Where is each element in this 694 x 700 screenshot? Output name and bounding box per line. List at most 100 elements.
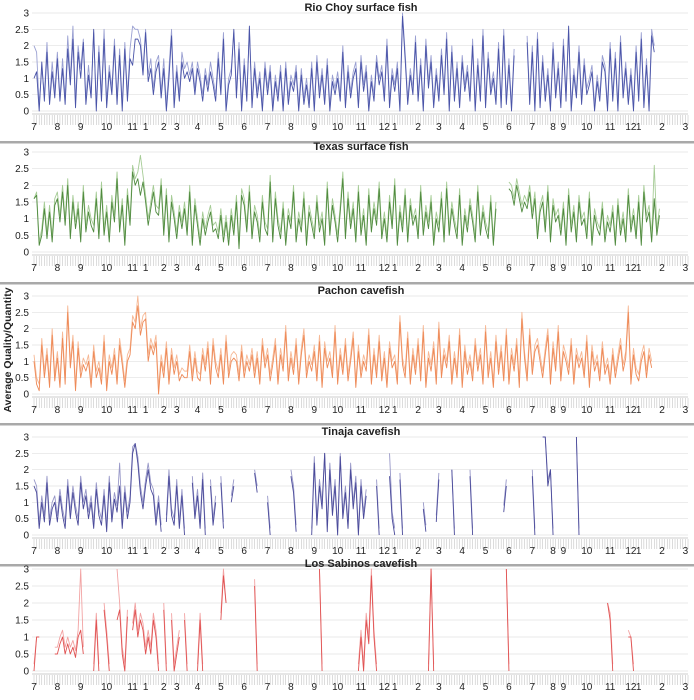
y-tick-label: 0.5 [15,514,29,525]
x-tick-label: 1 [143,682,149,693]
x-tick-label: 7 [265,405,271,416]
x-tick-label: 8 [55,546,61,557]
panel-title: Pachon cavefish [318,285,405,297]
x-tick-label: 10 [101,405,113,416]
x-category-ticks [33,256,689,266]
x-tick-label: 10 [101,122,113,133]
x-category-ticks [33,398,689,408]
x-tick-label: 8 [288,405,294,416]
x-tick-label: 3 [436,405,442,416]
x-tick-label: 6 [241,546,247,557]
x-tick-label: 4 [195,405,201,416]
x-tick-label: 3 [174,122,180,133]
panel-separator [0,141,694,144]
x-tick-label: 9 [312,263,318,274]
x-tick-label: 2 [161,682,167,693]
x-tick-label: 11 [127,122,138,133]
x-tick-label: 1 [636,263,642,274]
y-tick-label: 1.5 [15,616,29,627]
x-tick-label: 2 [161,405,167,416]
x-tick-label: 12 [379,682,391,693]
x-tick-label: 9 [312,122,318,133]
panel-separator [0,564,694,567]
x-tick-label: 12 [625,122,637,133]
x-tick-label: 3 [174,263,180,274]
x-tick-label: 6 [241,682,247,693]
x-tick-label: 7 [530,122,536,133]
panel-1: 00.511.522.537 8 9 10 11 1 2 3 4 5 6 7 8 9 10 11 12 1 2 3 4 5… [15,2,689,133]
x-tick-label: 1 [143,122,149,133]
x-tick-label: 1 [143,405,149,416]
panel-title: Tinaja cavefish [322,426,401,438]
panel-separator [0,423,694,426]
x-tick-label: 9 [561,263,567,274]
x-tick-label: 3 [174,546,180,557]
x-tick-label: 12 [625,405,637,416]
x-category-ticks [33,539,689,549]
x-tick-label: 2 [659,682,665,693]
x-tick-label: 2 [161,263,167,274]
x-tick-label: 1 [636,405,642,416]
x-tick-label: 10 [581,263,593,274]
x-tick-label: 9 [561,405,567,416]
x-tick-label: 6 [506,263,512,274]
x-tick-label: 7 [265,263,271,274]
x-tick-label: 2 [161,546,167,557]
x-tick-label: 10 [101,682,113,693]
panel-3: 00.511.522.537 8 9 10 11 1 2 3 4 5 6 7 8 9 10 11 12 1 2 3 4 5… [0,282,694,416]
x-tick-label: 5 [218,682,224,693]
x-tick-label: 7 [31,682,37,693]
x-tick-label: 9 [78,122,84,133]
y-tick-label: 0 [23,107,29,118]
series-line-quality [33,171,660,250]
x-tick-label: 5 [483,682,489,693]
x-tick-label: 12 [625,263,637,274]
panel-title: Rio Choy surface fish [304,2,417,14]
x-tick-label: 8 [550,122,556,133]
y-tick-label: 3 [23,565,29,576]
x-tick-label: 1 [143,263,149,274]
x-tick-label: 11 [127,546,138,557]
x-tick-label: 2 [659,405,665,416]
y-tick-label: 2.5 [15,25,29,36]
y-tick-label: 2 [23,324,29,335]
x-tick-label: 7 [31,122,37,133]
y-tick-label: 2.5 [15,582,29,593]
x-tick-label: 3 [683,405,689,416]
x-tick-label: 8 [288,122,294,133]
x-tick-label: 8 [55,122,61,133]
series-line-quantity [33,568,634,665]
x-tick-label: 10 [581,405,593,416]
y-tick-label: 0.5 [15,373,29,384]
y-tick-label: 0.5 [15,90,29,101]
x-tick-label: 7 [31,263,37,274]
series-line-quality [33,305,653,395]
x-tick-label: 4 [459,405,465,416]
x-tick-label: 4 [195,546,201,557]
x-tick-label: 10 [332,546,344,557]
x-tick-label: 5 [483,122,489,133]
y-tick-label: 1 [23,74,29,85]
x-tick-label: 3 [683,546,689,557]
x-tick-label: 7 [265,682,271,693]
x-category-ticks [33,675,689,685]
x-tick-label: 4 [195,263,201,274]
x-tick-label: 5 [483,405,489,416]
y-tick-label: 2 [23,599,29,610]
x-tick-label: 1 [636,682,642,693]
x-tick-label: 11 [356,682,367,693]
y-axis-label: Average Quality/Quantity [2,287,14,412]
x-tick-label: 12 [625,682,637,693]
x-tick-label: 2 [415,546,421,557]
x-tick-label: 8 [550,405,556,416]
y-tick-label: 0 [23,531,29,542]
x-tick-label: 2 [415,263,421,274]
x-tick-label: 12 [379,546,391,557]
x-tick-label: 11 [356,122,367,133]
x-tick-label: 10 [581,546,593,557]
x-tick-label: 7 [530,682,536,693]
x-tick-label: 11 [605,405,616,416]
y-tick-label: 2 [23,465,29,476]
x-tick-label: 9 [78,682,84,693]
x-tick-label: 8 [550,263,556,274]
